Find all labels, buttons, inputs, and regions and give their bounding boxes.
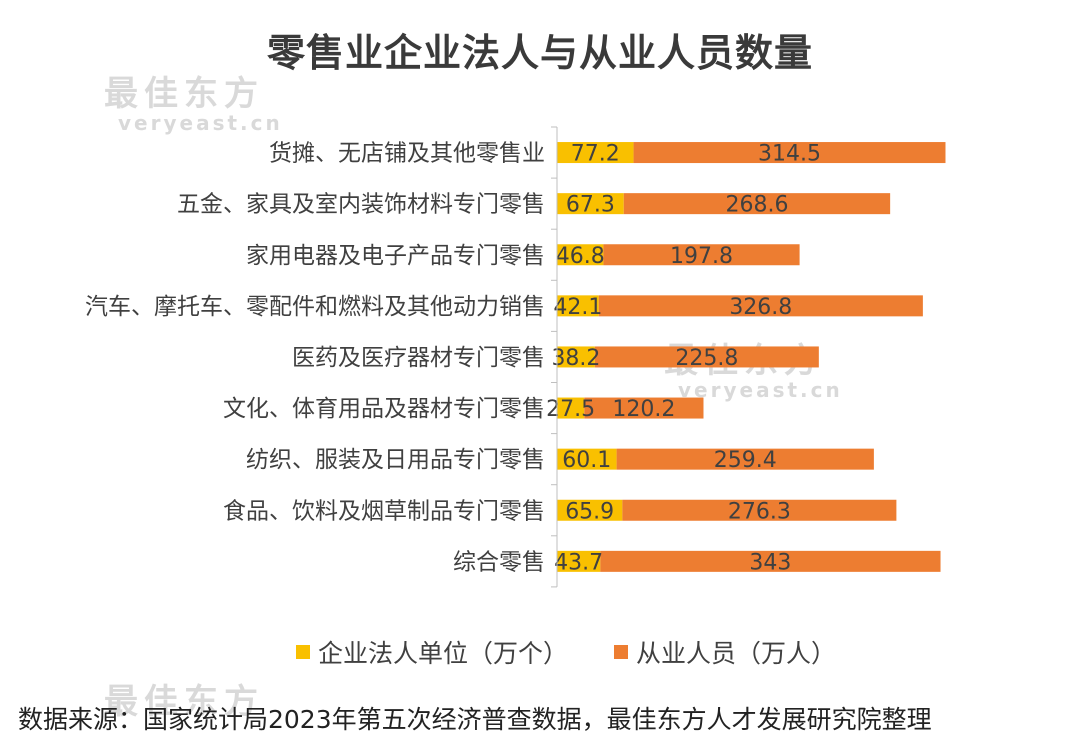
legend-item-series-2: 从业人员（万人） [614, 634, 836, 670]
chart-title: 零售业企业法人与从业人员数量 [266, 31, 813, 75]
category-label: 文化、体育用品及器材专门零售 [223, 396, 545, 422]
category-label: 食品、饮料及烟草制品专门零售 [223, 498, 545, 524]
bar-series-2 [623, 193, 891, 215]
data-label-series-1: 42.1 [553, 295, 602, 320]
legend-swatch-series-2 [614, 645, 629, 659]
category-label: 综合零售 [453, 549, 545, 575]
data-label-series-2: 197.8 [670, 244, 733, 269]
data-label-series-2: 268.6 [725, 193, 788, 218]
category-label: 汽车、摩托车、零配件和燃料及其他动力销售 [85, 294, 545, 320]
category-label: 医药及医疗器材专门零售 [292, 345, 545, 371]
data-label-series-1: 27.5 [546, 397, 595, 422]
bar-series-1 [557, 550, 601, 572]
data-label-series-1: 67.3 [566, 193, 615, 218]
bar-series-2 [598, 295, 923, 317]
data-label-series-2: 225.8 [675, 346, 738, 371]
data-label-series-1: 77.2 [571, 142, 620, 167]
bar-series-2 [594, 346, 819, 368]
data-label-series-1: 60.1 [562, 448, 611, 473]
bar-series-1 [557, 295, 599, 317]
legend-item-series-1: 企业法人单位（万个） [296, 634, 568, 670]
data-label-series-2: 276.3 [728, 499, 791, 524]
data-label-series-1: 65.9 [565, 499, 614, 524]
bar-series-1 [557, 142, 634, 164]
data-label-series-1: 38.2 [551, 346, 600, 371]
category-label: 家用电器及电子产品专门零售 [246, 243, 545, 269]
bar-series-1 [557, 346, 595, 368]
data-label-series-2: 343 [749, 550, 791, 575]
bar-series-2 [633, 142, 946, 164]
legend-label-series-2: 从业人员（万人） [636, 639, 837, 668]
data-label-series-1: 46.8 [556, 244, 605, 269]
data-label-series-2: 259.4 [714, 448, 777, 473]
bar-series-2 [616, 448, 874, 470]
bar-series-1 [557, 244, 604, 266]
bar-series-2 [622, 499, 897, 521]
bar-series-2 [600, 550, 941, 572]
data-source-note: 数据来源：国家统计局2023年第五次经济普查数据，最佳东方人才发展研究院整理 [18, 705, 932, 734]
bar-series-1 [557, 397, 585, 419]
legend-swatch-series-1 [296, 645, 310, 659]
legend-label-series-1: 企业法人单位（万个） [318, 639, 569, 668]
data-label-series-2: 326.8 [729, 295, 792, 320]
data-label-series-2: 120.2 [612, 397, 675, 422]
bar-series-1 [557, 499, 623, 521]
bar-series-2 [603, 244, 800, 266]
category-label: 货摊、无店铺及其他零售业 [269, 141, 545, 167]
category-label: 五金、家具及室内装饰材料专门零售 [177, 192, 545, 218]
bar-series-2 [584, 397, 704, 419]
category-label: 纺织、服装及日用品专门零售 [246, 447, 545, 473]
data-label-series-2: 314.5 [758, 142, 821, 167]
bar-series-1 [557, 448, 617, 470]
bar-series-1 [557, 193, 624, 215]
legend: 企业法人单位（万个） 从业人员（万人） [296, 634, 882, 670]
data-label-series-1: 43.7 [554, 550, 603, 575]
